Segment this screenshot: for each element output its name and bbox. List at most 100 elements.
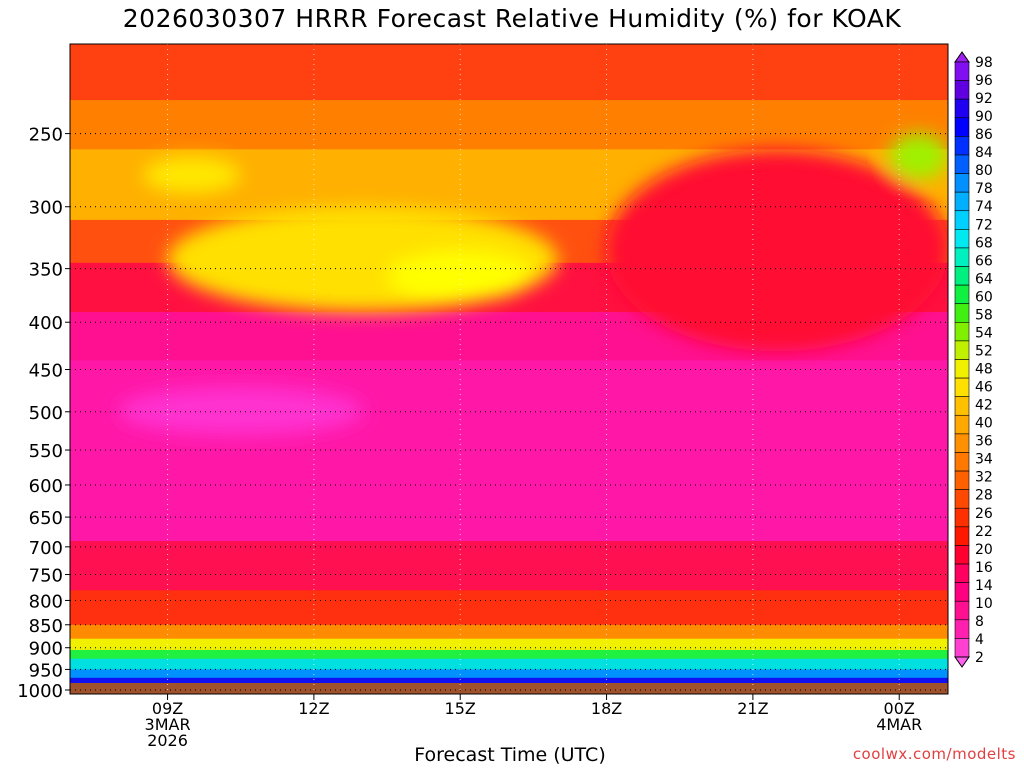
colorbar-segment bbox=[954, 229, 970, 249]
rh-band bbox=[70, 541, 948, 592]
y-tick-label: 950 bbox=[29, 660, 63, 681]
colorbar-label: 68 bbox=[975, 235, 993, 251]
colorbar-segment bbox=[954, 117, 970, 137]
colorbar-label: 98 bbox=[975, 55, 993, 71]
plot-area bbox=[70, 44, 948, 694]
colorbar-segment bbox=[954, 563, 970, 583]
y-tick-label: 900 bbox=[29, 639, 63, 660]
y-tick-label: 650 bbox=[29, 508, 63, 529]
rh-feature-mid-magenta bbox=[118, 386, 363, 436]
rh-band bbox=[70, 677, 948, 687]
y-tick-label: 300 bbox=[29, 198, 63, 219]
colorbar-segment bbox=[954, 340, 970, 360]
colorbar-label: 58 bbox=[975, 307, 993, 323]
colorbar-label: 84 bbox=[975, 145, 993, 161]
colorbar-label: 64 bbox=[975, 271, 993, 287]
credit-link[interactable]: coolwx.com/modelts bbox=[852, 745, 1016, 763]
x-tick-label: 12Z bbox=[298, 699, 329, 718]
rh-feature-right-red bbox=[606, 149, 948, 352]
rh-feature-yellow-core bbox=[387, 251, 534, 302]
colorbar-label: 60 bbox=[975, 289, 993, 305]
colorbar-segment bbox=[954, 173, 970, 193]
colorbar-segment bbox=[954, 61, 970, 81]
colorbar-label: 26 bbox=[975, 506, 993, 522]
colorbar-segment bbox=[954, 582, 970, 602]
x-tick-label: 09Z bbox=[152, 699, 183, 718]
colorbar-segment bbox=[954, 266, 970, 286]
colorbar-segment bbox=[954, 80, 970, 100]
colorbar-label: 14 bbox=[975, 578, 993, 594]
colorbar-segment bbox=[954, 545, 970, 565]
colorbar-label: 2 bbox=[975, 650, 984, 666]
y-tick-label: 1000 bbox=[17, 681, 63, 702]
colorbar-segment bbox=[954, 322, 970, 342]
x-tick-label: 18Z bbox=[591, 699, 622, 718]
colorbar-segment bbox=[954, 489, 970, 509]
colorbar-label: 74 bbox=[975, 199, 993, 215]
y-tick-label: 550 bbox=[29, 441, 63, 462]
colorbar-label: 54 bbox=[975, 325, 993, 341]
colorbar-label: 72 bbox=[975, 217, 993, 233]
rh-feature-upper-right-green bbox=[889, 133, 948, 180]
colorbar-segment bbox=[954, 210, 970, 230]
colorbar-label: 40 bbox=[975, 416, 993, 432]
rh-band bbox=[70, 624, 948, 640]
y-tick-label: 700 bbox=[29, 538, 63, 559]
colorbar-cap-bottom bbox=[954, 656, 970, 668]
x-tick-label: 3MAR bbox=[145, 715, 191, 734]
y-tick-label: 500 bbox=[29, 403, 63, 424]
colorbar-segment bbox=[954, 284, 970, 305]
rh-band bbox=[70, 649, 948, 660]
colorbar-segment bbox=[954, 377, 970, 397]
colorbar-label: 52 bbox=[975, 343, 993, 359]
colorbar-segment bbox=[954, 303, 970, 323]
colorbar-segment bbox=[954, 191, 970, 212]
chart-title: 2026030307 HRRR Forecast Relative Humidi… bbox=[122, 4, 902, 33]
surface-terrain bbox=[70, 683, 948, 694]
y-tick-label: 250 bbox=[29, 125, 63, 146]
colorbar-label: 46 bbox=[975, 380, 993, 396]
colorbar-cap-top bbox=[954, 51, 970, 63]
colorbar-segment bbox=[954, 526, 970, 546]
colorbar: 9896929086848078747268666460585452484642… bbox=[954, 51, 993, 668]
colorbar-label: 10 bbox=[975, 596, 993, 612]
rh-band bbox=[70, 669, 948, 679]
colorbar-label: 16 bbox=[975, 560, 993, 576]
colorbar-segment bbox=[954, 359, 970, 379]
rh-band bbox=[70, 658, 948, 671]
x-tick-label: 4MAR bbox=[876, 715, 922, 734]
x-tick-label: 21Z bbox=[737, 699, 768, 718]
colorbar-segment bbox=[954, 136, 970, 156]
colorbar-label: 66 bbox=[975, 253, 993, 269]
colorbar-segment bbox=[954, 247, 970, 267]
y-tick-label: 450 bbox=[29, 360, 63, 381]
rh-band bbox=[70, 100, 948, 151]
colorbar-label: 4 bbox=[975, 632, 984, 648]
y-tick-label: 800 bbox=[29, 591, 63, 612]
colorbar-label: 20 bbox=[975, 542, 993, 558]
humidity-bands bbox=[70, 44, 948, 692]
colorbar-label: 32 bbox=[975, 470, 993, 486]
colorbar-segment bbox=[954, 414, 970, 435]
y-tick-label: 850 bbox=[29, 616, 63, 637]
rh-band bbox=[70, 638, 948, 651]
x-tick-label: 15Z bbox=[445, 699, 476, 718]
colorbar-segment bbox=[954, 433, 970, 453]
colorbar-label: 92 bbox=[975, 91, 993, 107]
colorbar-segment bbox=[954, 396, 970, 416]
colorbar-segment bbox=[954, 470, 970, 490]
colorbar-label: 36 bbox=[975, 434, 993, 450]
y-tick-label: 350 bbox=[29, 260, 63, 281]
humidity-features bbox=[118, 133, 948, 436]
colorbar-segment bbox=[954, 98, 970, 119]
colorbar-segment bbox=[954, 619, 970, 639]
colorbar-segment bbox=[954, 600, 970, 621]
colorbar-label: 96 bbox=[975, 73, 993, 89]
colorbar-label: 80 bbox=[975, 163, 993, 179]
colorbar-label: 86 bbox=[975, 127, 993, 143]
colorbar-segment bbox=[954, 638, 970, 658]
colorbar-label: 48 bbox=[975, 362, 993, 378]
x-tick-label: 00Z bbox=[884, 699, 915, 718]
